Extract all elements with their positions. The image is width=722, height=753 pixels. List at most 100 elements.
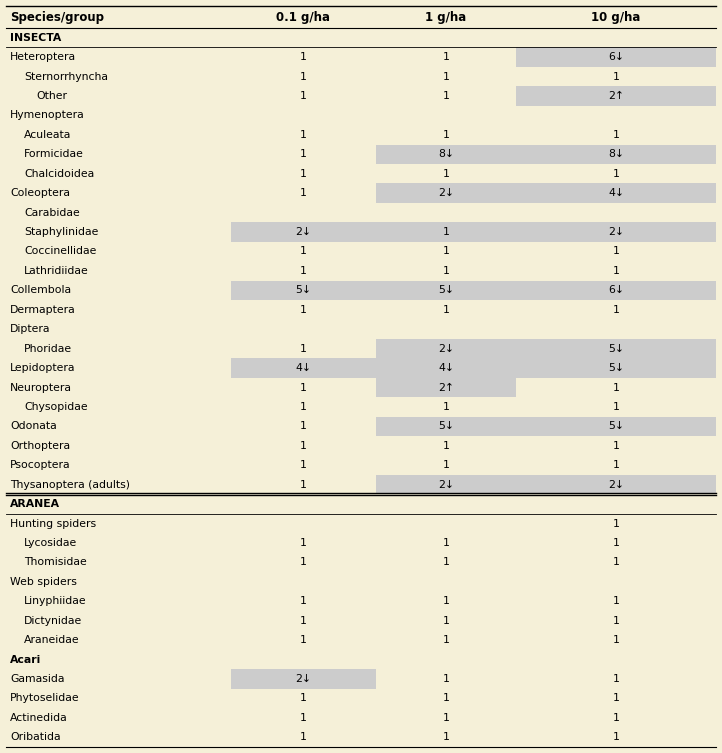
Text: 0.1 g/ha: 0.1 g/ha xyxy=(277,11,331,23)
Text: Lathridiidae: Lathridiidae xyxy=(24,266,89,276)
Text: 1: 1 xyxy=(300,383,307,392)
Text: Formicidae: Formicidae xyxy=(24,149,84,160)
Text: 1: 1 xyxy=(443,557,449,568)
Text: 1: 1 xyxy=(612,732,619,742)
Text: 1: 1 xyxy=(300,635,307,645)
Text: 1: 1 xyxy=(443,169,449,178)
Text: Staphylinidae: Staphylinidae xyxy=(24,227,98,237)
Text: Linyphiidae: Linyphiidae xyxy=(24,596,87,606)
Text: 1: 1 xyxy=(612,130,619,140)
Text: 1: 1 xyxy=(612,635,619,645)
Text: 1: 1 xyxy=(443,713,449,723)
Text: 1: 1 xyxy=(612,557,619,568)
Text: Coleoptera: Coleoptera xyxy=(10,188,70,198)
Text: 2↑: 2↑ xyxy=(608,91,624,101)
Text: 1: 1 xyxy=(443,538,449,548)
Bar xyxy=(516,47,716,67)
Text: 6↓: 6↓ xyxy=(608,285,624,295)
Text: 8↓: 8↓ xyxy=(438,149,454,160)
Bar xyxy=(376,184,716,203)
Text: 5↓: 5↓ xyxy=(295,285,311,295)
Text: 10 g/ha: 10 g/ha xyxy=(591,11,640,23)
Text: 1: 1 xyxy=(300,52,307,62)
Bar xyxy=(231,281,716,300)
Text: Orthoptera: Orthoptera xyxy=(10,441,70,451)
Text: Dictynidae: Dictynidae xyxy=(24,616,82,626)
Text: Phoridae: Phoridae xyxy=(24,343,72,354)
Text: Chalcidoidea: Chalcidoidea xyxy=(24,169,95,178)
Text: 1: 1 xyxy=(612,538,619,548)
Text: 1: 1 xyxy=(443,732,449,742)
Text: 1: 1 xyxy=(300,305,307,315)
Text: Neuroptera: Neuroptera xyxy=(10,383,72,392)
Text: Odonata: Odonata xyxy=(10,422,57,431)
Text: 1: 1 xyxy=(612,596,619,606)
Text: ARANEA: ARANEA xyxy=(10,499,60,509)
Text: 1: 1 xyxy=(300,422,307,431)
Text: 1: 1 xyxy=(443,72,449,81)
Text: 1: 1 xyxy=(300,188,307,198)
Text: 1: 1 xyxy=(443,266,449,276)
Text: 4↓: 4↓ xyxy=(608,188,624,198)
Text: 1: 1 xyxy=(443,674,449,684)
Text: Collembola: Collembola xyxy=(10,285,71,295)
Text: 1: 1 xyxy=(443,694,449,703)
Bar xyxy=(376,378,516,398)
Text: 8↓: 8↓ xyxy=(608,149,624,160)
Text: Web spiders: Web spiders xyxy=(10,577,77,587)
Text: Actinedida: Actinedida xyxy=(10,713,68,723)
Text: 1: 1 xyxy=(612,616,619,626)
Text: 1: 1 xyxy=(300,246,307,257)
Text: Sternorrhyncha: Sternorrhyncha xyxy=(24,72,108,81)
Text: Psocoptera: Psocoptera xyxy=(10,460,71,470)
Text: 1: 1 xyxy=(443,130,449,140)
Text: 1: 1 xyxy=(612,266,619,276)
Text: 1: 1 xyxy=(443,596,449,606)
Text: 1: 1 xyxy=(300,557,307,568)
Text: 1: 1 xyxy=(300,694,307,703)
Text: 2↓: 2↓ xyxy=(608,480,624,489)
Text: INSECTA: INSECTA xyxy=(10,32,61,43)
Text: 1: 1 xyxy=(300,91,307,101)
Text: Lepidoptera: Lepidoptera xyxy=(10,363,76,373)
Text: 1: 1 xyxy=(300,732,307,742)
Text: 1 g/ha: 1 g/ha xyxy=(425,11,466,23)
Text: Hymenoptera: Hymenoptera xyxy=(10,111,84,120)
Text: Thomisidae: Thomisidae xyxy=(24,557,87,568)
Text: 1: 1 xyxy=(612,169,619,178)
Text: 1: 1 xyxy=(612,519,619,529)
Text: 1: 1 xyxy=(612,713,619,723)
Text: 1: 1 xyxy=(612,674,619,684)
Bar xyxy=(231,222,716,242)
Text: 1: 1 xyxy=(612,72,619,81)
Text: Carabidae: Carabidae xyxy=(24,208,79,218)
Text: 1: 1 xyxy=(443,246,449,257)
Text: 2↓: 2↓ xyxy=(438,480,454,489)
Text: Araneidae: Araneidae xyxy=(24,635,79,645)
Text: Acari: Acari xyxy=(10,654,41,665)
Text: 1: 1 xyxy=(612,441,619,451)
Text: 1: 1 xyxy=(443,441,449,451)
Text: 1: 1 xyxy=(300,713,307,723)
Text: 5↓: 5↓ xyxy=(438,422,454,431)
Text: 1: 1 xyxy=(443,52,449,62)
Text: 1: 1 xyxy=(612,460,619,470)
Text: 5↓: 5↓ xyxy=(608,422,624,431)
Text: 1: 1 xyxy=(300,266,307,276)
Text: Heteroptera: Heteroptera xyxy=(10,52,76,62)
Text: 1: 1 xyxy=(443,227,449,237)
Text: Diptera: Diptera xyxy=(10,325,51,334)
Text: 1: 1 xyxy=(443,616,449,626)
Bar xyxy=(516,87,716,105)
Text: 1: 1 xyxy=(443,305,449,315)
Bar xyxy=(376,145,716,164)
Text: Coccinellidae: Coccinellidae xyxy=(24,246,96,257)
Text: 1: 1 xyxy=(300,460,307,470)
Text: 4↓: 4↓ xyxy=(438,363,454,373)
Text: Phytoselidae: Phytoselidae xyxy=(10,694,79,703)
Text: 2↓: 2↓ xyxy=(438,343,454,354)
Text: 1: 1 xyxy=(300,343,307,354)
Text: 1: 1 xyxy=(443,402,449,412)
Text: 4↓: 4↓ xyxy=(295,363,311,373)
Text: Other: Other xyxy=(36,91,67,101)
